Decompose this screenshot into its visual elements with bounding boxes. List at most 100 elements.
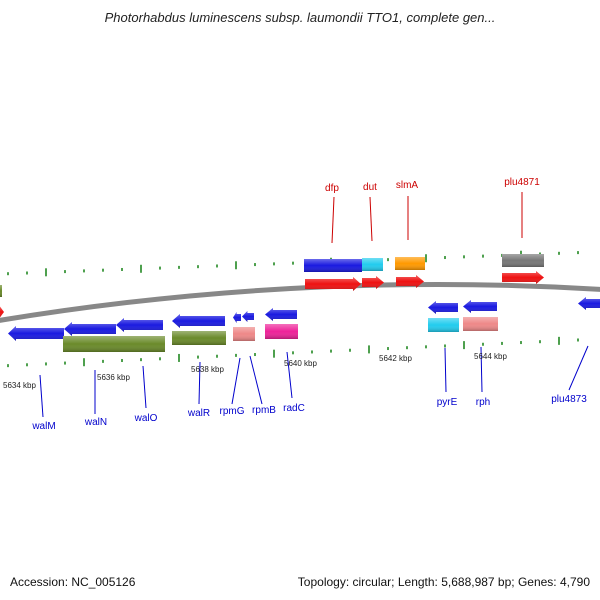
accession-label: Accession: NC_005126 xyxy=(10,575,136,589)
gene-rpmB-blue[interactable] xyxy=(242,311,254,322)
label-connectors xyxy=(39,192,589,418)
tick-mark-lower xyxy=(216,354,218,358)
gene-radC-blue[interactable] xyxy=(265,308,297,321)
gene-walM[interactable] xyxy=(8,326,64,341)
tick-mark-lower xyxy=(235,353,237,357)
tick-mark-lower xyxy=(501,341,503,345)
tick-mark-lower xyxy=(121,359,123,363)
gene-walN[interactable] xyxy=(64,322,116,336)
tick-mark-lower xyxy=(292,351,294,355)
gene-label-plu4873[interactable]: plu4873 xyxy=(551,394,587,405)
connector-line xyxy=(198,361,201,405)
gene-label-plu4871[interactable]: plu4871 xyxy=(504,177,540,188)
gene-label-rpmB[interactable]: rpmB xyxy=(252,405,276,416)
gene-walN-olive[interactable] xyxy=(63,336,165,352)
tick-mark-upper xyxy=(235,261,237,270)
connector-line xyxy=(142,365,147,409)
gene-edge-olive[interactable] xyxy=(0,285,2,297)
map-title: Photorhabdus luminescens subsp. laumondi… xyxy=(104,10,496,25)
gene-label-dfp[interactable]: dfp xyxy=(325,183,339,194)
genome-backbone xyxy=(0,281,600,323)
gene-rph[interactable] xyxy=(463,317,498,331)
gene-dfp-red[interactable] xyxy=(305,277,361,291)
tick-mark-upper xyxy=(83,269,85,273)
tick-mark-lower xyxy=(254,353,256,357)
gene-slmA[interactable] xyxy=(395,257,425,270)
gene-walO[interactable] xyxy=(116,318,163,332)
summary-label: Topology: circular; Length: 5,688,987 bp… xyxy=(297,575,590,589)
gene-walR-olive[interactable] xyxy=(172,331,226,345)
tick-mark-upper xyxy=(102,268,104,272)
tick-mark-upper xyxy=(7,272,9,276)
tick-mark-upper xyxy=(425,254,427,263)
gene-rph-blue[interactable] xyxy=(463,300,497,313)
tick-mark-upper xyxy=(45,268,47,277)
tick-mark-lower xyxy=(520,341,522,345)
gene-label-walN[interactable]: walN xyxy=(84,417,107,428)
tick-mark-lower xyxy=(539,340,541,344)
tick-mark-lower xyxy=(387,347,389,351)
tick-mark-lower xyxy=(197,355,199,359)
tick-mark-upper xyxy=(64,270,66,274)
connector-line xyxy=(369,196,373,242)
gene-rpmG-blue[interactable] xyxy=(233,312,241,323)
tick-mark-upper xyxy=(273,262,275,266)
gene-label-walO[interactable]: walO xyxy=(134,413,158,424)
tick-mark-upper xyxy=(216,264,218,268)
gene-dfp-blue[interactable] xyxy=(304,259,362,272)
tick-mark-upper xyxy=(254,263,256,267)
gene-label-walR[interactable]: walR xyxy=(187,408,210,419)
tick-mark-upper xyxy=(26,271,28,275)
gene-label-dut[interactable]: dut xyxy=(363,182,377,193)
gene-label-walM[interactable]: walM xyxy=(31,421,55,432)
gene-label-slmA[interactable]: slmA xyxy=(396,180,419,191)
gene-edge-red[interactable] xyxy=(0,306,4,318)
tick-mark-lower xyxy=(444,344,446,348)
tick-mark-lower xyxy=(330,349,332,353)
gene-radC[interactable] xyxy=(265,324,298,339)
kbp-label: 5642 kbp xyxy=(379,354,412,363)
gene-plu4871[interactable] xyxy=(502,254,544,267)
tick-mark-lower xyxy=(482,342,484,346)
gene-slmA-red[interactable] xyxy=(396,275,424,288)
tick-mark-lower xyxy=(64,361,66,365)
tick-mark-lower xyxy=(558,336,560,345)
kbp-label: 5644 kbp xyxy=(474,352,507,361)
gene-pyrE[interactable] xyxy=(428,318,459,332)
gene-plu4873[interactable] xyxy=(578,297,600,310)
tick-mark-upper xyxy=(121,267,123,271)
gene-features xyxy=(0,254,600,352)
tick-mark-lower xyxy=(140,358,142,362)
tick-mark-upper xyxy=(387,258,389,262)
gene-plu4871-red[interactable] xyxy=(502,271,544,284)
connector-line xyxy=(231,357,241,405)
tick-mark-lower xyxy=(463,341,465,350)
tick-mark-upper xyxy=(197,265,199,269)
connector-line xyxy=(249,355,263,405)
gene-label-rph[interactable]: rph xyxy=(476,397,490,408)
gene-dut-red[interactable] xyxy=(362,276,384,289)
kbp-label: 5640 kbp xyxy=(284,359,317,368)
gene-rpmG[interactable] xyxy=(233,327,255,341)
connector-line xyxy=(480,346,483,393)
connector-line xyxy=(444,347,447,393)
tick-mark-upper xyxy=(140,264,142,273)
tick-mark-upper xyxy=(463,255,465,259)
gene-labels: dfp dut slmA plu4871 walM walN walO walR rpmG rpm… xyxy=(31,177,587,432)
tick-mark-lower xyxy=(311,350,313,354)
gene-label-pyrE[interactable]: pyrE xyxy=(437,397,458,408)
gene-dut[interactable] xyxy=(362,258,383,271)
tick-mark-lower xyxy=(45,362,47,366)
connector-line xyxy=(286,351,293,399)
tick-mark-lower xyxy=(349,348,351,352)
tick-mark-lower xyxy=(577,338,579,342)
gene-label-radC[interactable]: radC xyxy=(283,403,305,414)
tick-mark-lower xyxy=(273,349,275,358)
kbp-label: 5638 kbp xyxy=(191,365,224,374)
gene-label-rpmG[interactable]: rpmG xyxy=(220,406,245,417)
gene-walR[interactable] xyxy=(172,314,225,328)
tick-mark-lower xyxy=(102,359,104,363)
gene-pyrE-blue[interactable] xyxy=(428,301,458,314)
tick-mark-lower xyxy=(178,353,180,362)
